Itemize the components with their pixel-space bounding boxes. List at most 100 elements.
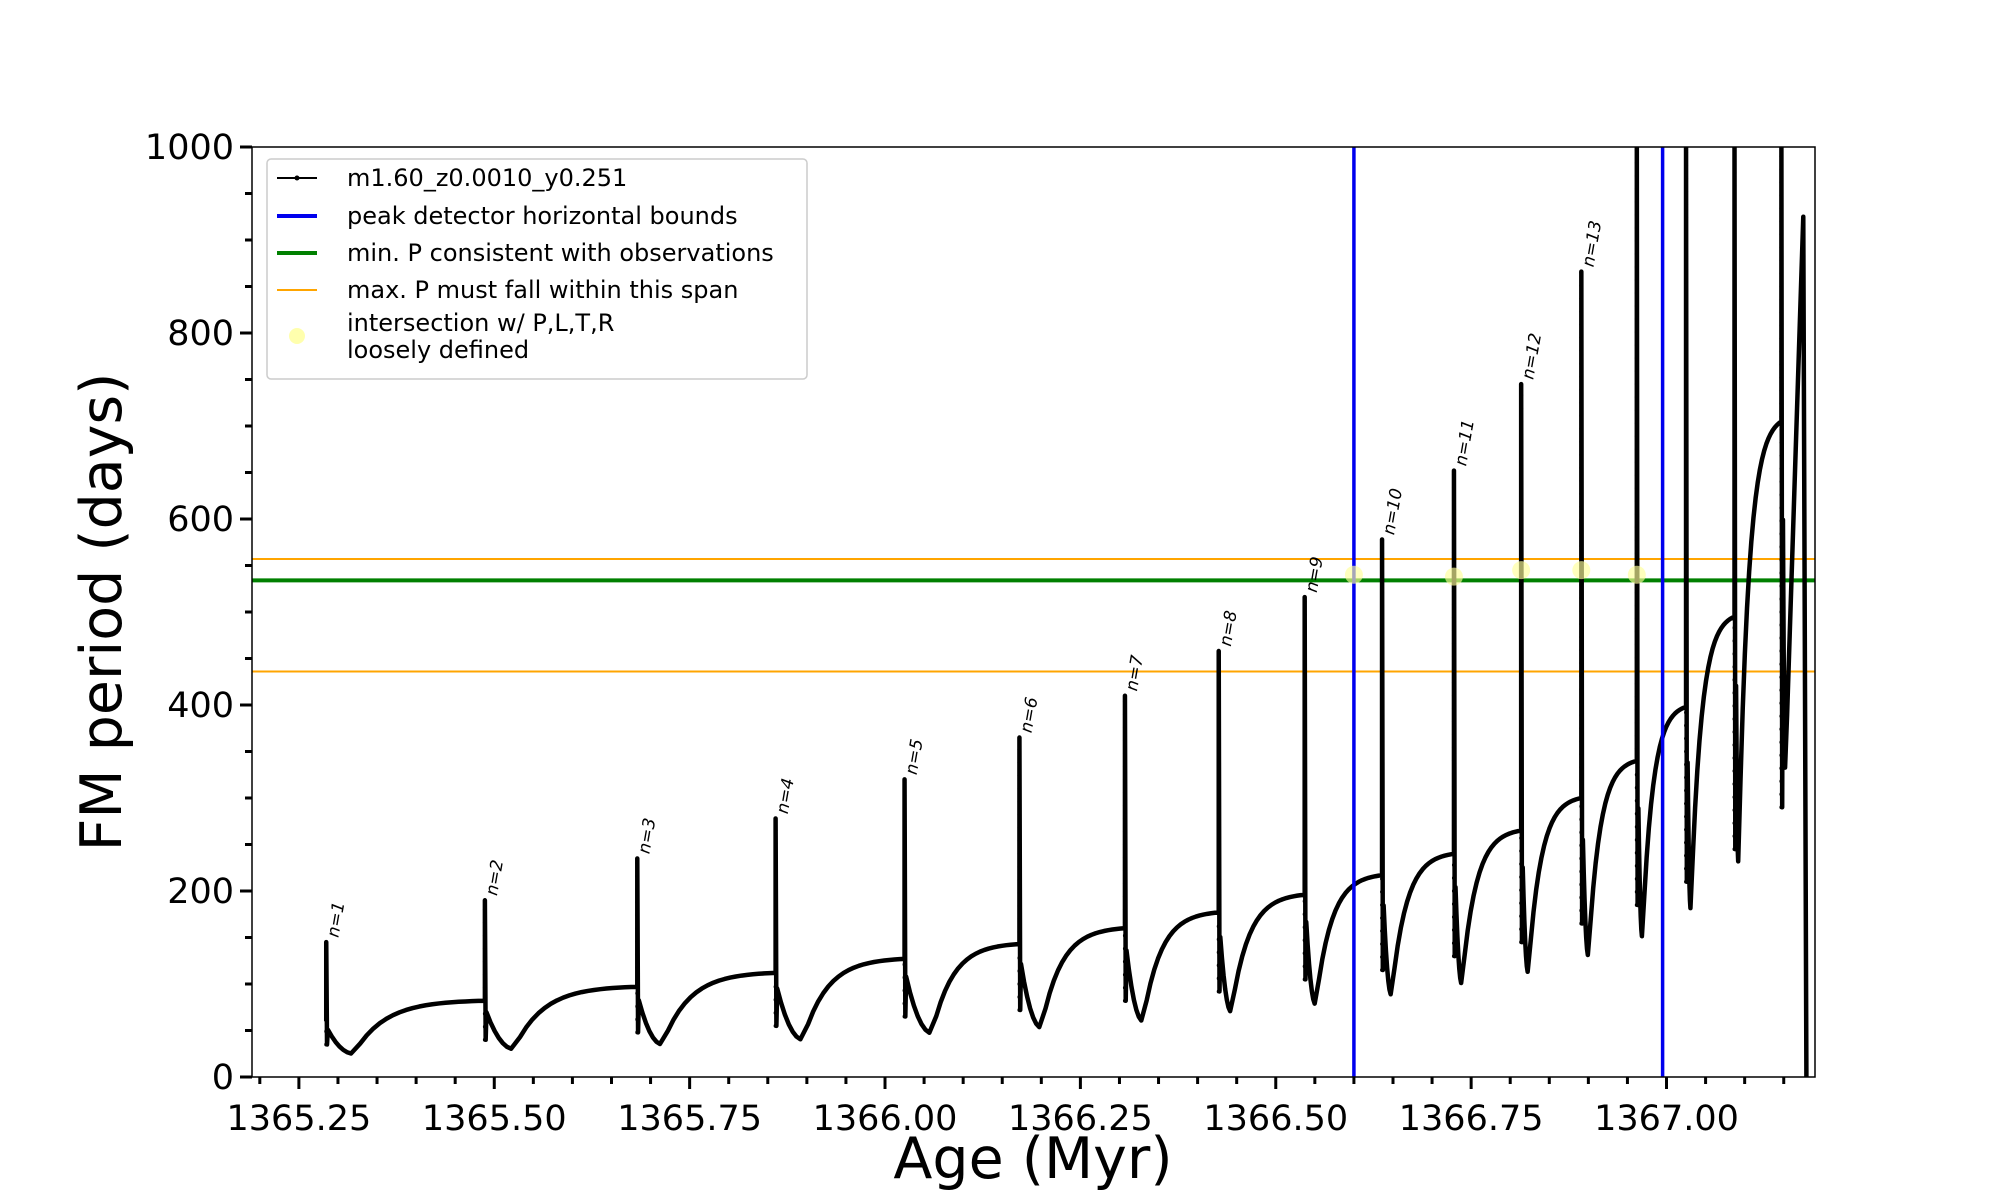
series-point: [1302, 651, 1307, 656]
series-point: [1634, 473, 1639, 478]
pulse-spike: [1732, 157, 1737, 852]
series-point: [1684, 293, 1689, 298]
series-point: [1302, 899, 1307, 904]
series-point: [1216, 989, 1221, 994]
series-point: [1779, 649, 1784, 654]
series-point: [1579, 530, 1584, 535]
series-point: [1380, 720, 1385, 725]
series-point: [1579, 465, 1584, 470]
series-point: [1380, 746, 1385, 751]
y-axis-label: FM period (days): [69, 373, 135, 852]
series-point: [1634, 277, 1639, 282]
series-point: [1779, 440, 1784, 445]
series-point: [1451, 732, 1456, 737]
series-point: [1732, 469, 1737, 474]
series-point: [1302, 664, 1307, 669]
pulse-spike: [1451, 472, 1456, 959]
series-point: [1519, 666, 1524, 671]
series-point: [1380, 772, 1385, 777]
series-point: [1684, 280, 1689, 285]
series-point: [1684, 202, 1689, 207]
series-point: [1579, 491, 1584, 496]
series-point: [1732, 235, 1737, 240]
series-point: [1634, 304, 1639, 309]
series-point: [1634, 746, 1639, 751]
series-point: [1380, 590, 1385, 595]
series-point: [1579, 322, 1584, 327]
series-point: [1519, 523, 1524, 528]
series-point: [635, 913, 640, 918]
series-point: [1519, 484, 1524, 489]
y-tick-label: 200: [167, 872, 234, 912]
x-tick-label: 1366.75: [1399, 1099, 1544, 1139]
series-point: [1579, 635, 1584, 640]
series-point: [1732, 248, 1737, 253]
series-point: [902, 962, 907, 967]
series-point: [482, 998, 487, 1003]
series-point: [1634, 264, 1639, 269]
series-point: [1779, 466, 1784, 471]
series-point: [1779, 583, 1784, 588]
series-point: [1779, 388, 1784, 393]
series-point: [1684, 567, 1689, 572]
series-point: [1122, 829, 1127, 834]
series-point: [1579, 908, 1584, 913]
series-point: [1519, 536, 1524, 541]
series-point: [1017, 955, 1022, 960]
series-point: [1122, 907, 1127, 912]
series-point: [1779, 336, 1784, 341]
series-point: [1779, 310, 1784, 315]
series-point: [1302, 782, 1307, 787]
series-point: [1684, 606, 1689, 611]
legend-label: min. P consistent with observations: [347, 239, 774, 267]
series-point: [1519, 718, 1524, 723]
series-point: [1302, 729, 1307, 734]
series-point: [1732, 274, 1737, 279]
series-point: [1216, 898, 1221, 903]
series-point: [1302, 756, 1307, 761]
x-axis-label: Age (Myr): [893, 1126, 1172, 1192]
series-point: [1732, 716, 1737, 721]
series-point: [1302, 808, 1307, 813]
series-point: [1732, 664, 1737, 669]
legend-label: intersection w/ P,L,T,R loosely defined: [347, 309, 614, 364]
series-point: [1017, 864, 1022, 869]
series-point: [1579, 543, 1584, 548]
series-point: [1216, 963, 1221, 968]
series-point: [1779, 453, 1784, 458]
series-point: [1451, 641, 1456, 646]
series-point: [1380, 955, 1385, 960]
series-point: [1579, 752, 1584, 757]
series-point: [773, 971, 778, 976]
series-point: [1579, 413, 1584, 418]
series-point: [1216, 859, 1221, 864]
series-point: [1634, 186, 1639, 191]
series-point: [482, 959, 487, 964]
series-point: [1684, 749, 1689, 754]
series-point: [1579, 400, 1584, 405]
legend-entry: intersection w/ P,L,T,R loosely defined: [289, 309, 614, 364]
pulse-spike: [324, 951, 329, 1047]
series-point: [1451, 615, 1456, 620]
series-point: [1732, 573, 1737, 578]
series-point: [1451, 797, 1456, 802]
series-point: [1519, 549, 1524, 554]
series-point: [1779, 245, 1784, 250]
series-point: [1380, 707, 1385, 712]
series-point: [1519, 406, 1524, 411]
legend-label: m1.60_z0.0010_y0.251: [347, 164, 627, 192]
series-point: [1732, 456, 1737, 461]
series-point: [1634, 889, 1639, 894]
series-point: [1779, 596, 1784, 601]
series-point: [1732, 651, 1737, 656]
legend-swatch-marker: [294, 175, 300, 181]
series-point: [1451, 849, 1456, 854]
series-point: [1519, 940, 1524, 945]
series-point: [1684, 319, 1689, 324]
series-point: [1684, 671, 1689, 676]
series-point: [902, 884, 907, 889]
series-point: [1779, 479, 1784, 484]
series-point: [1122, 738, 1127, 743]
series-point: [1779, 375, 1784, 380]
series-point: [1302, 873, 1307, 878]
